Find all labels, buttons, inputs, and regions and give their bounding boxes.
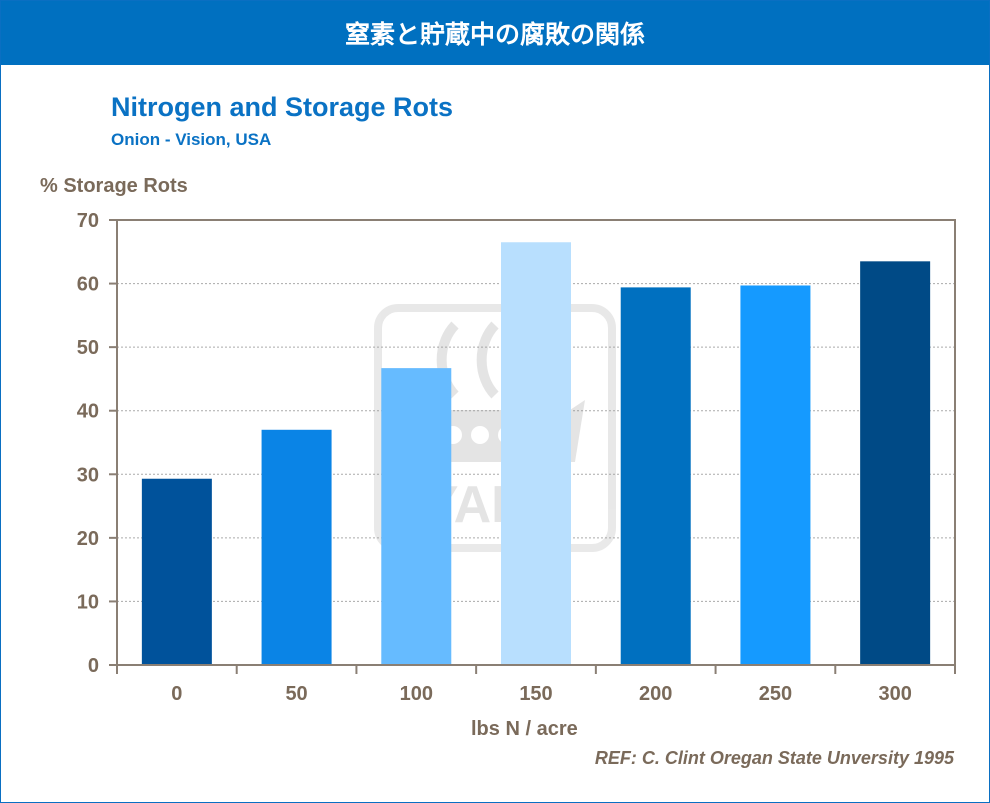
y-axis-label: % Storage Rots (40, 175, 188, 197)
bar-0 (141, 478, 212, 665)
y-tick-label: 0 (88, 655, 99, 677)
x-tick-label: 100 (400, 683, 433, 705)
x-tick-label: 250 (759, 683, 792, 705)
chart-subtitle: Onion - Vision, USA (111, 130, 272, 149)
reference-note: REF: C. Clint Oregan State Unversity 199… (594, 748, 954, 768)
y-tick-label: 10 (77, 591, 99, 613)
x-tick-label: 150 (519, 683, 552, 705)
banner-title: 窒素と貯蔵中の腐敗の関係 (1, 1, 989, 65)
x-tick-label: 200 (639, 683, 672, 705)
x-tick-label: 50 (285, 683, 307, 705)
bar-150 (501, 242, 571, 665)
y-tick-label: 70 (77, 210, 99, 232)
y-tick-label: 20 (77, 528, 99, 550)
bar-100 (381, 368, 452, 665)
chart-title: Nitrogen and Storage Rots (111, 92, 454, 122)
bar-200 (620, 287, 691, 665)
x-tick-labels: 0 50 100 150 200 250 300 (171, 683, 912, 705)
y-tick-label: 60 (77, 274, 99, 296)
x-axis-label: lbs N / acre (471, 718, 578, 740)
y-tick-label: 50 (77, 337, 99, 359)
y-tick-label: 40 (77, 401, 99, 423)
plot-area-border (116, 219, 956, 666)
bars (141, 242, 931, 665)
x-tick-label: 300 (878, 683, 911, 705)
x-tick-label: 0 (171, 683, 182, 705)
y-tick-label: 30 (77, 464, 99, 486)
bar-50 (261, 429, 332, 665)
bar-250 (740, 285, 811, 665)
bar-300 (860, 261, 931, 665)
y-tick-labels: 0 10 20 30 40 50 60 70 (77, 210, 99, 677)
axes (109, 219, 956, 674)
